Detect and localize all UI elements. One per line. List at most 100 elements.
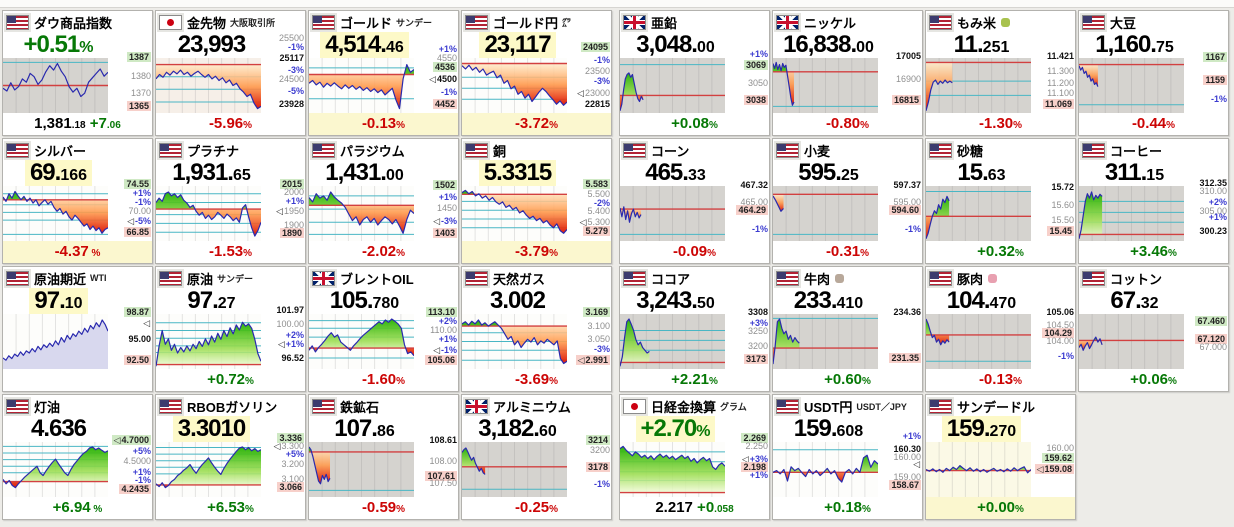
quote-card-copper[interactable]: 銅 5.3315 5.583 5.500 -2% 5.400 ◁5.300 5.279 -…	[461, 138, 612, 264]
cow-icon	[835, 273, 845, 283]
change-percent: -3.79%	[462, 241, 611, 263]
axis-label: 2.198	[741, 462, 768, 473]
quote-card-usdt-jpy[interactable]: USDT円 USDT／JPY 159.608 +1% 160.30 160.00 ◁ 1…	[772, 394, 923, 520]
price-row: 1,431.00	[309, 160, 458, 187]
quote-card-aluminium[interactable]: アルミニウム 3,182.60 3214 3200 3178 -1% -0.25%	[461, 394, 612, 520]
card-header: コーン	[620, 139, 769, 160]
change-percent: -5.96%	[208, 115, 253, 132]
change-percent: +3.46%	[1130, 243, 1177, 260]
current-price-marker-icon: ◁	[127, 215, 134, 226]
axis-label: 2000	[283, 186, 304, 197]
last-price: 11.251	[953, 31, 1010, 58]
quote-card-palladium[interactable]: パラジウム 1,431.00 1502 +1% 1450 ◁-3% 1403 -2.02…	[308, 138, 459, 264]
change-percent: +0.32%	[977, 243, 1024, 260]
last-price: 3,243.50	[636, 287, 715, 314]
axis-label: 107.50	[429, 478, 457, 489]
quote-card-coffee[interactable]: コーヒー 311.15 312.35 310.00 +2% 305.00 +1% 300.…	[1078, 138, 1229, 264]
axis-label: -2%	[593, 198, 610, 209]
price-row: 159.270	[926, 416, 1075, 445]
current-price-marker-icon: ◁	[429, 74, 436, 85]
flag-us-icon	[159, 142, 182, 158]
quote-card-iron-ore[interactable]: 鉄鉱石 107.86 108.61 108.00 107.61 107.50 -0.5…	[308, 394, 459, 520]
price-row: 104.470	[926, 288, 1075, 315]
quote-card-zinc[interactable]: 亜鉛 3,048.00 +1% 3069 3050 3038 +0.08%	[619, 10, 770, 136]
quote-card-gold-futures-osaka[interactable]: 金先物 大阪取引所 23,993 25500 -1% 25117 -3% 24500 -5…	[155, 10, 306, 136]
last-price: +0.51%	[23, 31, 94, 58]
card-header: 牛肉	[773, 267, 922, 288]
quote-card-natural-gas[interactable]: 天然ガス 3.002 3.169 3.100 3.050 -3% ◁2.991 -3.6…	[461, 266, 612, 392]
axis-label: 5.583	[583, 178, 610, 189]
instrument-title: 灯油	[34, 399, 61, 415]
quote-board: ダウ商品指数 +0.51% 1387 1380 1370 1365 1,381.18 …	[0, 8, 1234, 520]
change-percent: -0.13%	[309, 113, 458, 135]
axis-label: +2%	[285, 329, 304, 340]
mini-chart	[156, 442, 262, 497]
instrument-title: コットン	[1110, 271, 1163, 287]
axis-label: 98.87	[124, 307, 151, 318]
quote-card-nikkei-gold-conversion[interactable]: 日経金換算 グラム +2.70% 2.269 2.250 ◁+3% 2.198 +1% …	[619, 394, 770, 520]
axis-label: 312.35	[1199, 177, 1227, 188]
last-price: 159.608	[793, 415, 864, 442]
axis-label: +5%	[132, 446, 151, 457]
quote-card-sugar[interactable]: 砂糖 15.63 15.72 15.60 15.50 15.45 +0.32%	[925, 138, 1076, 264]
axis-labels: 160.00 159.62 ◁159.08	[1031, 415, 1075, 497]
axis-labels: +1% 4550 4536 ◁4500 -1% 4452	[414, 31, 458, 113]
axis-label: 1370	[130, 88, 151, 99]
quote-card-gold-yen-gram[interactable]: ゴールド円 ㌘ 23,117 24095 -1% 23500 -3% ◁23000 228…	[461, 10, 612, 136]
card-header: パラジウム	[309, 139, 458, 160]
axis-labels: 5.583 5.500 -2% 5.400 ◁5.300 5.279	[567, 159, 611, 241]
flag-us-icon	[465, 142, 488, 158]
flag-us-icon	[312, 398, 335, 414]
axis-label: -1%	[751, 223, 768, 234]
axis-label: +1%	[438, 191, 457, 202]
quote-card-nickel[interactable]: ニッケル 16,838.00 17005 16900 16815 -0.80%	[772, 10, 923, 136]
quote-card-crude-oil-near-wti[interactable]: 原油期近 WTI 97.10 98.87 ◁ 95.00 92.50	[2, 266, 153, 392]
quote-card-rbob-gasoline[interactable]: RBOBガソリン 3.3010 3.336 ◁3.300 +5% 3.200 3.100…	[155, 394, 306, 520]
quote-card-crude-oil-sunday[interactable]: 原油 サンデー 97.27 101.97 100.00 +2% ◁+1% 96.52 +…	[155, 266, 306, 392]
axis-labels: 15.72 15.60 15.50 15.45	[1031, 159, 1075, 241]
change-percent: -0.13%	[978, 371, 1023, 388]
quote-card-cocoa[interactable]: ココア 3,243.50 3308 +3% 3250 3200 3173 +2.21%	[619, 266, 770, 392]
quote-card-wheat[interactable]: 小麦 595.25 597.37 595.00 594.60 -1% -0.31%	[772, 138, 923, 264]
card-header: シルバー	[3, 139, 152, 160]
change-percent: 2.217 +0.058	[655, 499, 734, 516]
quote-card-brent-oil[interactable]: ブレントOIL 105.780 113.10 +2% 110.00 +1% ◁-1% 10…	[308, 266, 459, 392]
flag-us-icon	[465, 270, 488, 286]
axis-label: 597.37	[893, 180, 921, 191]
mini-chart	[3, 442, 109, 497]
change-percent: +0.08%	[671, 115, 718, 132]
quote-card-gold-sunday[interactable]: ゴールド サンデー 4,514.46 +1% 4550 4536 ◁4500 -1% 44…	[308, 10, 459, 136]
instrument-title: プラチナ	[187, 143, 240, 159]
mini-chart	[620, 186, 725, 241]
axis-label: -1%	[593, 54, 610, 65]
quote-card-rough-rice[interactable]: もみ米 11.251 11.421 11.300 11.200 11.100 11.06…	[925, 10, 1076, 136]
axis-label: 25117	[279, 53, 304, 64]
quote-card-beef[interactable]: 牛肉 233.410 234.36 231.35 +0.60%	[772, 266, 923, 392]
instrument-subtitle: ㌘	[562, 17, 572, 28]
quote-card-corn[interactable]: コーン 465.33 467.32 465.00 464.29 -1% -0.09%	[619, 138, 770, 264]
instrument-title: 日経金換算	[651, 399, 717, 415]
quote-card-heating-oil[interactable]: 灯油 4.636 ◁4.7000 +5% 4.5000 +1% -1% 4.2435 +6…	[2, 394, 153, 520]
flag-us-icon	[929, 398, 952, 414]
price-row: 595.25	[773, 160, 922, 187]
quote-card-pork[interactable]: 豚肉 104.470 105.06 104.50 104.29 104.00 -1% -…	[925, 266, 1076, 392]
quote-card-cotton[interactable]: コットン 67.32 67.460 67.120 67.000 +0.06%	[1078, 266, 1229, 392]
price-row: 97.27	[156, 288, 305, 315]
rice-icon	[1001, 17, 1011, 27]
quote-card-soybeans[interactable]: 大豆 1,160.75 1167 1159 -1% -0.44%	[1078, 10, 1229, 136]
last-price: 3.002	[489, 287, 546, 314]
axis-label: 15.45	[1047, 226, 1074, 237]
axis-label: 96.52	[281, 353, 304, 364]
instrument-subtitle: グラム	[720, 401, 747, 412]
price-row: 233.410	[773, 288, 922, 315]
mini-chart	[1079, 314, 1184, 369]
quote-card-platinum[interactable]: プラチナ 1,931.65 2015 2000 +1% ◁1950 1900 1890 -…	[155, 138, 306, 264]
mini-chart	[309, 58, 415, 113]
change-percent: -0.31%	[825, 243, 870, 260]
quote-card-silver[interactable]: シルバー 69.166 74.55 +1% -1% 70.00 ◁-5% 66.85 -4…	[2, 138, 153, 264]
mini-chart	[156, 314, 262, 369]
price-row: +2.70%	[620, 416, 769, 445]
last-price: 4.636	[30, 415, 87, 442]
quote-card-dow-commodity-index[interactable]: ダウ商品指数 +0.51% 1387 1380 1370 1365 1,381.18 …	[2, 10, 153, 136]
quote-card-sunday-dollar[interactable]: サンデードル 159.270 160.00 159.62 ◁159.08 +0.00…	[925, 394, 1076, 520]
